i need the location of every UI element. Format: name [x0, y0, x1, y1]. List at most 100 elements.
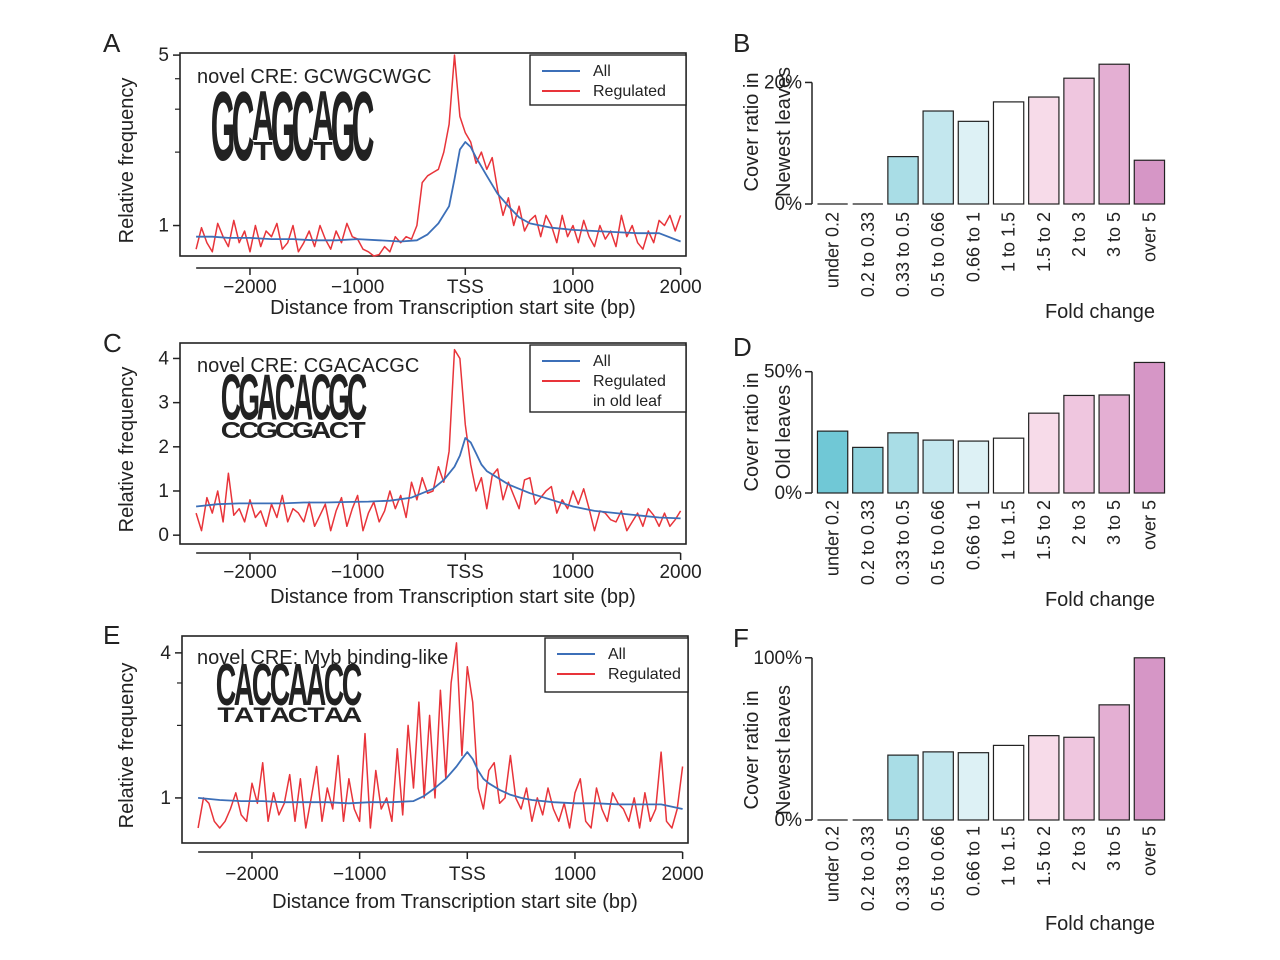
logo-letter-C: C — [292, 72, 315, 181]
category-label: 0.66 to 1 — [963, 212, 983, 282]
legend: All Regulated — [529, 54, 687, 106]
logo-sub-letter-T: T — [348, 416, 365, 443]
y-tick-label: 5 — [158, 45, 169, 66]
category-label: 0.66 to 1 — [963, 826, 983, 896]
bar-7 — [1028, 735, 1060, 821]
logo-sub-letter-C: C — [239, 416, 260, 443]
y-axis-title-line2: Newest leaves — [773, 67, 795, 197]
category-label: over 5 — [1139, 212, 1159, 262]
x-tick-label: −2000 — [225, 864, 278, 885]
category-label: 0.2 to 0.33 — [858, 826, 878, 911]
series-line-regulated — [195, 54, 682, 257]
bar-8 — [1063, 77, 1095, 205]
logo-sub-letter-A: A — [270, 703, 291, 727]
x-axis-title: Fold change — [1045, 913, 1155, 935]
category-label: 2 to 3 — [1069, 500, 1089, 545]
logo-letter-G: G — [331, 72, 356, 181]
category-label: 2 to 3 — [1069, 212, 1089, 257]
category-label: 3 to 5 — [1104, 212, 1124, 257]
bar-3 — [887, 432, 919, 494]
category-label: over 5 — [1139, 826, 1159, 876]
panel-c: C 0 1 2 3 4 −2000 −1000 TSS 1000 2000 Distance from… — [103, 328, 702, 608]
y-axis-title-line1: Cover ratio in — [741, 73, 763, 192]
category-label: 1 to 1.5 — [999, 500, 1019, 560]
y-tick-label: 3 — [158, 393, 169, 414]
category-label: 2 to 3 — [1069, 826, 1089, 871]
x-axis-title: Distance from Transcription start site (… — [270, 586, 636, 608]
logo-sub-letter-T: T — [313, 138, 333, 166]
logo-sub-letter-G: G — [256, 416, 278, 443]
series-line-regulated — [197, 642, 684, 829]
bar-7 — [1028, 96, 1060, 205]
bar-6 — [992, 744, 1025, 821]
x-axis-title: Distance from Transcription start site (… — [272, 891, 638, 913]
category-label: under 0.2 — [823, 826, 843, 902]
category-label: 0.33 to 0.5 — [893, 500, 913, 585]
cre-title: novel CRE: GCWGCWGC — [197, 66, 431, 88]
y-tick-label: 1 — [158, 481, 169, 502]
panel-label: B — [733, 28, 750, 58]
x-tick-label: −2000 — [223, 562, 276, 583]
legend-label: in old leaf — [593, 393, 662, 410]
logo-letter-A: A — [312, 75, 335, 155]
y-tick-label: 2 — [158, 437, 169, 458]
cre-title: novel CRE: Myb binding-like — [197, 647, 448, 669]
category-label: 0.33 to 0.5 — [893, 826, 913, 911]
y-tick-label: 0% — [775, 483, 803, 504]
y-tick-label: 0 — [158, 525, 169, 546]
logo-sub-letter-C: C — [288, 703, 309, 727]
logo-letter-C: C — [275, 361, 296, 434]
logo-sub-letter-A: A — [234, 703, 255, 727]
category-label: 1.5 to 2 — [1034, 212, 1054, 272]
y-tick-label: 20% — [764, 72, 802, 93]
y-axis-title: Relative frequency — [116, 663, 138, 829]
logo-sub-letter-A: A — [342, 703, 363, 727]
category-label: 3 to 5 — [1104, 826, 1124, 871]
category-label: 0.5 to 0.66 — [928, 826, 948, 911]
x-tick-label: −1000 — [331, 562, 384, 583]
category-label: under 0.2 — [823, 500, 843, 576]
category-label: 1.5 to 2 — [1034, 826, 1054, 886]
logo-letter-A: A — [257, 361, 278, 434]
x-tick-label: 1000 — [554, 864, 596, 885]
category-label: 1 to 1.5 — [999, 212, 1019, 272]
legend-label: Regulated — [593, 83, 666, 100]
logo-sub-letter-T: T — [253, 138, 273, 166]
category-label: 0.2 to 0.33 — [858, 500, 878, 585]
bar-10 — [1133, 159, 1166, 205]
legend-box — [529, 54, 687, 106]
y-axis-title: Relative frequency — [116, 78, 138, 244]
x-tick-label: 1000 — [552, 277, 594, 298]
bar-8 — [1063, 394, 1095, 494]
bar-10 — [1133, 361, 1166, 494]
logo-sub-letter-C: C — [221, 416, 242, 443]
category-label: 0.5 to 0.66 — [928, 500, 948, 585]
logo-letter-A: A — [252, 75, 275, 155]
x-tick-label: −2000 — [223, 277, 276, 298]
logo-letter-C: C — [216, 652, 237, 718]
logo-letter-C: C — [324, 652, 345, 718]
x-tick-label: 2000 — [659, 562, 701, 583]
category-label: under 0.2 — [823, 212, 843, 288]
legend-box — [544, 637, 689, 693]
y-tick-label: 0% — [775, 194, 803, 215]
plot-frame — [181, 635, 689, 844]
series-line-all — [198, 751, 683, 810]
y-tick-label: 1 — [160, 788, 171, 809]
panel-f: F 0% 100% under 0.2 0.2 to 0.33 0.33 to 0.5 0.… — [733, 623, 1166, 935]
legend: All Regulated — [544, 637, 689, 693]
category-label: 0.5 to 0.66 — [928, 212, 948, 297]
bar-3 — [887, 754, 919, 821]
legend-label: All — [608, 646, 626, 663]
panel-a: A 1 5 −2000 −1000 TSS 1000 2000 Distance from Tr… — [103, 28, 702, 319]
category-label: 0.2 to 0.33 — [858, 212, 878, 297]
bar-5 — [957, 120, 990, 205]
panel-label: A — [103, 28, 121, 58]
category-label: 3 to 5 — [1104, 500, 1124, 545]
y-axis-title-line2: Newest leaves — [773, 685, 795, 815]
category-label: 0.33 to 0.5 — [893, 212, 913, 297]
bar-6 — [992, 437, 1025, 494]
